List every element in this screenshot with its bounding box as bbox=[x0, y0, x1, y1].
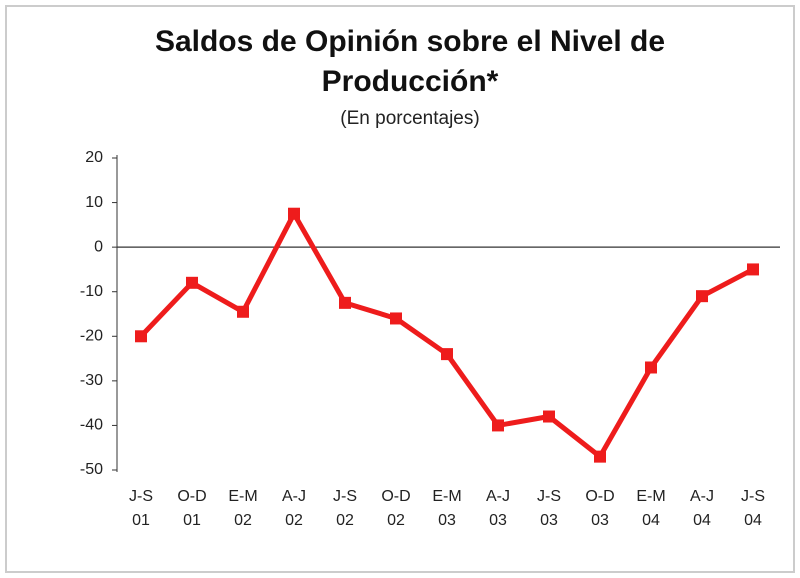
x-tick-label: 02 bbox=[234, 512, 252, 529]
x-tick-label: A-J bbox=[282, 488, 306, 505]
marker bbox=[237, 305, 249, 318]
frame bbox=[5, 5, 795, 573]
x-tick-label: O-D bbox=[381, 488, 410, 505]
marker bbox=[492, 419, 504, 432]
chart-title: Saldos de Opinión sobre el Nivel de Prod… bbox=[154, 25, 666, 98]
marker bbox=[288, 207, 300, 220]
marker bbox=[390, 312, 402, 325]
x-tick-label: 02 bbox=[336, 512, 354, 529]
marker bbox=[696, 290, 708, 303]
y-tick-label: 0 bbox=[94, 238, 103, 255]
x-tick-label: 01 bbox=[183, 512, 201, 529]
y-tick-label: -40 bbox=[80, 417, 103, 434]
x-tick-label: E-M bbox=[432, 488, 461, 505]
marker bbox=[135, 330, 147, 343]
x-tick-label: 02 bbox=[387, 512, 405, 529]
x-tick-label: J-S bbox=[537, 488, 561, 505]
x-tick-label: O-D bbox=[177, 488, 206, 505]
x-tick-label: 03 bbox=[489, 512, 507, 529]
y-tick-label: -30 bbox=[80, 372, 103, 389]
x-tick-label: O-D bbox=[585, 488, 614, 505]
y-tick-label: 10 bbox=[85, 194, 103, 211]
x-tick-label: 04 bbox=[693, 512, 711, 529]
x-tick-label: A-J bbox=[486, 488, 510, 505]
marker bbox=[339, 296, 351, 309]
y-tick-label: -20 bbox=[80, 328, 103, 345]
x-tick-label: 03 bbox=[540, 512, 558, 529]
x-tick-label: 03 bbox=[438, 512, 456, 529]
x-tick-label: E-M bbox=[228, 488, 257, 505]
x-tick-label: J-S bbox=[333, 488, 357, 505]
x-tick-label: E-M bbox=[636, 488, 665, 505]
x-tick-label: 03 bbox=[591, 512, 609, 529]
x-tick-label: A-J bbox=[690, 488, 714, 505]
y-tick-label: 20 bbox=[85, 149, 103, 166]
x-tick-label: 02 bbox=[285, 512, 303, 529]
marker bbox=[594, 450, 606, 463]
x-tick-label: 01 bbox=[132, 512, 150, 529]
marker bbox=[645, 361, 657, 374]
chart-subtitle: (En porcentajes) bbox=[340, 108, 480, 129]
x-tick-label: J-S bbox=[741, 488, 765, 505]
x-tick-label: 04 bbox=[744, 512, 762, 529]
marker bbox=[747, 263, 759, 276]
marker bbox=[186, 276, 198, 289]
y-tick-label: -10 bbox=[80, 283, 103, 300]
marker bbox=[543, 410, 555, 423]
x-tick-label: J-S bbox=[129, 488, 153, 505]
x-tick-label: 04 bbox=[642, 512, 660, 529]
line bbox=[139, 211, 755, 460]
y-tick-label: -50 bbox=[80, 461, 103, 478]
marker bbox=[441, 348, 453, 361]
